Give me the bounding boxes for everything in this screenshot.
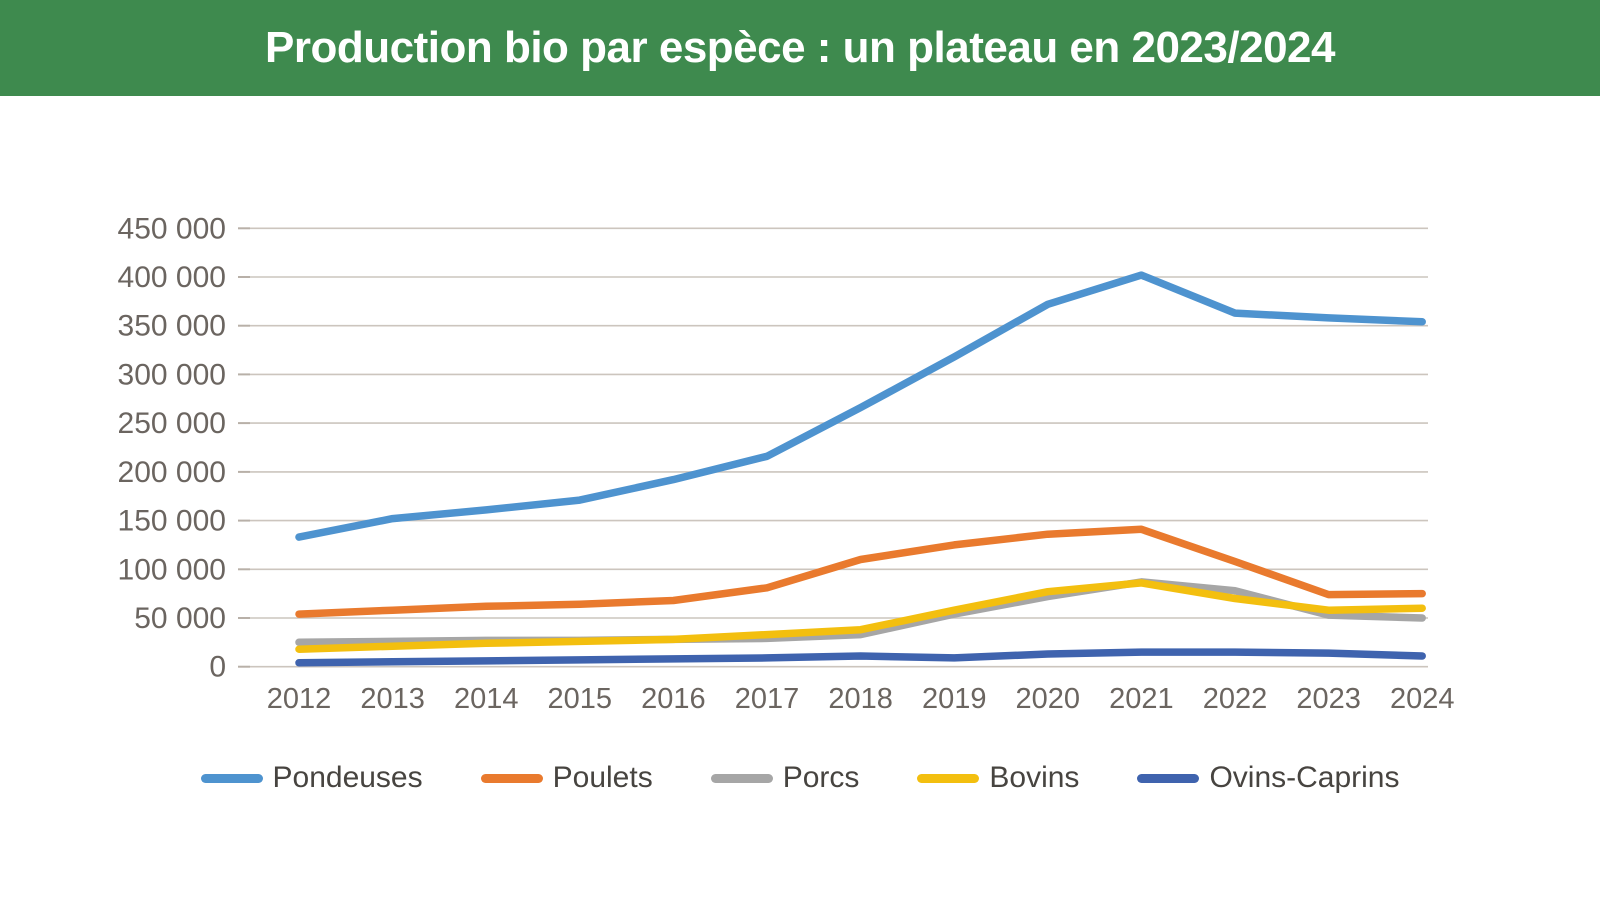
legend-item-poulets: Poulets <box>480 761 653 795</box>
legend-label: Porcs <box>782 761 860 794</box>
svg-text:2023: 2023 <box>1296 683 1361 715</box>
bovins-line-swatch-icon <box>917 773 980 783</box>
svg-text:2021: 2021 <box>1109 683 1174 715</box>
svg-text:2017: 2017 <box>735 683 800 715</box>
svg-text:2020: 2020 <box>1016 683 1081 715</box>
legend-label: Ovins-Caprins <box>1209 761 1400 794</box>
svg-text:100 000: 100 000 <box>118 553 226 586</box>
legend-label: Pondeuses <box>272 761 423 794</box>
title-banner: Production bio par espèce : un plateau e… <box>0 0 1600 96</box>
legend-label: Bovins <box>989 761 1080 794</box>
page-title: Production bio par espèce : un plateau e… <box>265 23 1335 72</box>
legend-item-bovins: Bovins <box>917 761 1079 795</box>
svg-text:250 000: 250 000 <box>118 407 226 440</box>
svg-text:2019: 2019 <box>922 683 987 715</box>
legend-item-pondeuses: Pondeuses <box>200 761 423 795</box>
svg-text:2016: 2016 <box>641 683 706 715</box>
chart-canvas: 0 50 000 100 000 150 000 200 000 250 000 300 0… <box>118 212 1455 715</box>
line-chart: 0 50 000 100 000 150 000 200 000 250 000 300 0… <box>0 96 1600 750</box>
svg-text:2015: 2015 <box>548 683 613 715</box>
pondeuses-line-swatch-icon <box>200 773 263 783</box>
ovins-caprins-line-swatch-icon <box>1137 773 1200 783</box>
svg-text:2014: 2014 <box>454 683 519 715</box>
svg-text:2024: 2024 <box>1390 683 1455 715</box>
svg-text:350 000: 350 000 <box>118 310 226 343</box>
svg-text:2022: 2022 <box>1203 683 1268 715</box>
poulets-line-swatch-icon <box>480 773 543 783</box>
svg-text:200 000: 200 000 <box>118 456 226 489</box>
svg-text:150 000: 150 000 <box>118 505 226 538</box>
legend-item-porcs: Porcs <box>710 761 860 795</box>
svg-text:0: 0 <box>209 651 226 684</box>
svg-text:2012: 2012 <box>267 683 332 715</box>
svg-text:2018: 2018 <box>828 683 893 715</box>
svg-text:2013: 2013 <box>360 683 425 715</box>
porcs-line-swatch-icon <box>710 773 773 783</box>
svg-text:300 000: 300 000 <box>118 358 226 391</box>
legend-item-ovins-caprins: Ovins-Caprins <box>1137 761 1400 795</box>
svg-text:450 000: 450 000 <box>118 212 226 245</box>
chart-legend: Pondeuses Poulets Porcs Bovins Ovins-Cap… <box>0 748 1600 808</box>
legend-label: Poulets <box>552 761 653 794</box>
svg-text:400 000: 400 000 <box>118 261 226 294</box>
svg-text:50 000: 50 000 <box>134 602 226 635</box>
